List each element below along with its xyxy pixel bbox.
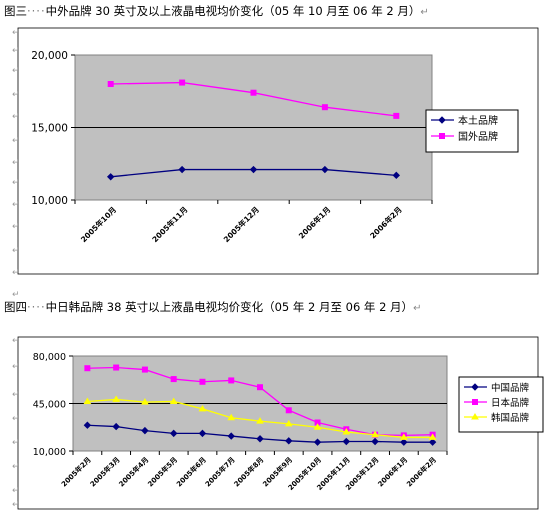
figure-3-return-mark: ↵ bbox=[420, 7, 429, 18]
figure-4-prefix: 图四 bbox=[4, 300, 27, 314]
data-point bbox=[342, 437, 351, 446]
legend-label: 国外品牌 bbox=[458, 130, 498, 143]
data-point bbox=[141, 426, 149, 435]
paragraph-mark: ↵ bbox=[12, 268, 20, 278]
paragraph-mark: ↵ bbox=[12, 438, 20, 448]
figure-4-text: 中日韩品牌 38 英寸以上液晶电视均价变化（05 年 2 月至 06 年 2 月… bbox=[45, 300, 414, 314]
data-point bbox=[169, 429, 178, 438]
data-point bbox=[321, 104, 328, 111]
data-point bbox=[84, 365, 91, 372]
paragraph-mark: ↵ bbox=[12, 46, 20, 56]
data-point bbox=[257, 384, 263, 391]
y-tick-label: 10,000 bbox=[31, 195, 68, 207]
data-point bbox=[256, 435, 264, 443]
data-point bbox=[227, 432, 235, 440]
data-point bbox=[393, 112, 400, 119]
data-point bbox=[228, 377, 235, 384]
legend-label: 中国品牌 bbox=[491, 382, 530, 394]
data-point bbox=[83, 397, 92, 404]
y-tick-label: 45,000 bbox=[33, 400, 66, 411]
data-point bbox=[313, 438, 322, 446]
paragraph-mark: ↵ bbox=[12, 200, 20, 210]
data-point bbox=[179, 79, 186, 86]
data-point bbox=[112, 422, 120, 431]
figure-3-prefix: 图三 bbox=[4, 4, 27, 18]
paragraph-mark: ↵ bbox=[12, 158, 20, 168]
figure-4-caption: 图四····中日韩品牌 38 英寸以上液晶电视均价变化（05 年 2 月至 06… bbox=[4, 299, 421, 315]
data-point bbox=[371, 437, 379, 446]
data-point bbox=[371, 430, 379, 438]
data-point bbox=[83, 421, 92, 429]
paragraph-mark: ↵ bbox=[12, 336, 20, 346]
data-point bbox=[321, 165, 329, 174]
data-point bbox=[400, 438, 408, 446]
data-point bbox=[342, 428, 351, 435]
data-point bbox=[169, 397, 178, 404]
data-point bbox=[471, 383, 479, 391]
data-point bbox=[285, 437, 293, 445]
paragraph-mark: ↵ bbox=[12, 66, 20, 76]
paragraph-mark: ↵ bbox=[12, 290, 20, 300]
figure-4-dots: ···· bbox=[27, 300, 46, 314]
data-point bbox=[284, 419, 293, 427]
data-point bbox=[249, 165, 258, 174]
data-point bbox=[107, 81, 114, 87]
data-point bbox=[178, 165, 186, 174]
data-point bbox=[106, 173, 115, 181]
figure-3-caption: 图三····中外品牌 30 英寸及以上液晶电视均价变化（05 年 10 月至 0… bbox=[4, 3, 429, 19]
data-point bbox=[141, 398, 149, 405]
paragraph-mark: ↵ bbox=[12, 246, 20, 256]
paragraph-mark: ↵ bbox=[12, 136, 20, 146]
data-point bbox=[428, 433, 437, 440]
paragraph-mark: ↵ bbox=[12, 390, 20, 400]
paragraph-mark: ↵ bbox=[12, 486, 20, 496]
figure-4-return-mark: ↵ bbox=[413, 303, 422, 314]
paragraph-mark: ↵ bbox=[12, 28, 20, 38]
data-point bbox=[313, 423, 322, 430]
figure-3-text: 中外品牌 30 英寸及以上液晶电视均价变化（05 年 10 月至 06 年 2 … bbox=[45, 4, 421, 18]
data-point bbox=[399, 433, 408, 440]
paragraph-mark: ↵ bbox=[12, 222, 20, 232]
data-point bbox=[198, 429, 207, 438]
data-point bbox=[112, 395, 121, 402]
data-point bbox=[227, 413, 236, 421]
data-point bbox=[198, 404, 207, 412]
y-tick-label: 20,000 bbox=[31, 50, 68, 62]
data-point bbox=[170, 376, 177, 383]
data-point bbox=[472, 399, 478, 405]
data-point bbox=[113, 364, 120, 371]
paragraph-mark: ↵ bbox=[12, 414, 20, 424]
data-point bbox=[141, 366, 148, 373]
data-point bbox=[438, 116, 446, 124]
figure-3-dots: ···· bbox=[27, 4, 46, 18]
legend-label: 本土品牌 bbox=[458, 114, 498, 127]
data-point bbox=[256, 417, 264, 424]
data-point bbox=[285, 407, 292, 414]
paragraph-mark: ↵ bbox=[12, 462, 20, 472]
paragraph-mark: ↵ bbox=[12, 500, 20, 510]
chart-4: 10,00045,00080,0002005年2月2005年3月2005年4月2… bbox=[17, 336, 544, 510]
y-tick-label: 15,000 bbox=[31, 123, 68, 135]
legend-label: 日本品牌 bbox=[491, 397, 530, 409]
data-point bbox=[392, 171, 401, 180]
data-point bbox=[250, 89, 257, 96]
data-point bbox=[471, 413, 479, 420]
paragraph-mark: ↵ bbox=[12, 90, 20, 100]
data-point bbox=[439, 133, 445, 139]
paragraph-mark: ↵ bbox=[12, 362, 20, 372]
y-tick-label: 80,000 bbox=[33, 352, 66, 363]
paragraph-mark: ↵ bbox=[12, 178, 20, 188]
paragraph-mark: ↵ bbox=[12, 112, 20, 122]
data-point bbox=[199, 378, 206, 385]
y-tick-label: 10,000 bbox=[33, 447, 66, 458]
data-point bbox=[428, 438, 437, 446]
legend-label: 韩国品牌 bbox=[491, 412, 530, 424]
